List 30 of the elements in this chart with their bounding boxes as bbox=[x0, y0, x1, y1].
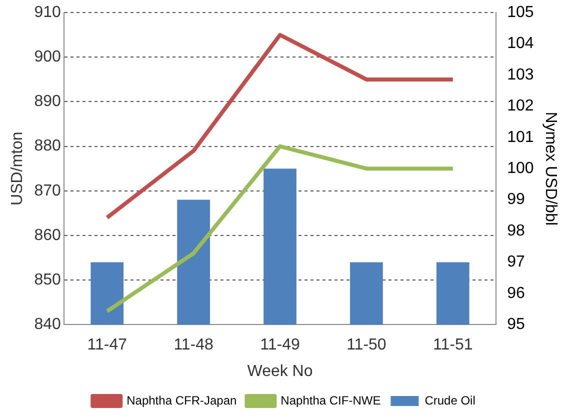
x-tick-label: 11-51 bbox=[433, 336, 473, 354]
x-tick-label: 11-49 bbox=[260, 336, 300, 354]
y-tick-label: 850 bbox=[34, 271, 61, 288]
y2-tick-label: 103 bbox=[507, 66, 534, 84]
y-tick-label: 890 bbox=[34, 93, 61, 110]
y-axis-title: USD/mton bbox=[9, 132, 26, 206]
y2-tick-label: 99 bbox=[507, 191, 526, 208]
y-tick-label: 880 bbox=[34, 138, 61, 155]
y-tick-label: 840 bbox=[34, 316, 61, 334]
legend-label: Naphtha CFR-Japan bbox=[126, 393, 237, 408]
y-tick-label: 910 bbox=[34, 4, 61, 22]
y2-tick-label: 95 bbox=[507, 316, 526, 334]
y2-tick-label: 100 bbox=[507, 160, 534, 178]
y-tick-label: 860 bbox=[34, 226, 61, 244]
y2-tick-label: 102 bbox=[507, 98, 534, 115]
x-tick-label: 11-48 bbox=[174, 336, 214, 354]
y2-tick-label: 101 bbox=[507, 128, 534, 146]
y2-axis-title: Nymex USD/bbl bbox=[542, 112, 559, 226]
y2-tick-label: 98 bbox=[507, 222, 526, 240]
y2-tick-label: 96 bbox=[507, 284, 526, 302]
y2-tick-label: 105 bbox=[507, 4, 534, 22]
y2-tick-label: 97 bbox=[507, 254, 526, 271]
legend-label: Crude Oil bbox=[424, 393, 476, 408]
x-tick-label: 11-50 bbox=[346, 336, 386, 354]
y-tick-label: 870 bbox=[34, 182, 61, 200]
y2-tick-label: 104 bbox=[507, 35, 534, 52]
y-tick-label: 900 bbox=[34, 48, 61, 66]
x-axis-title: Week No bbox=[247, 362, 313, 380]
legend-label: Naphtha CIF-NWE bbox=[280, 393, 381, 408]
x-tick-label: 11-47 bbox=[87, 336, 128, 354]
